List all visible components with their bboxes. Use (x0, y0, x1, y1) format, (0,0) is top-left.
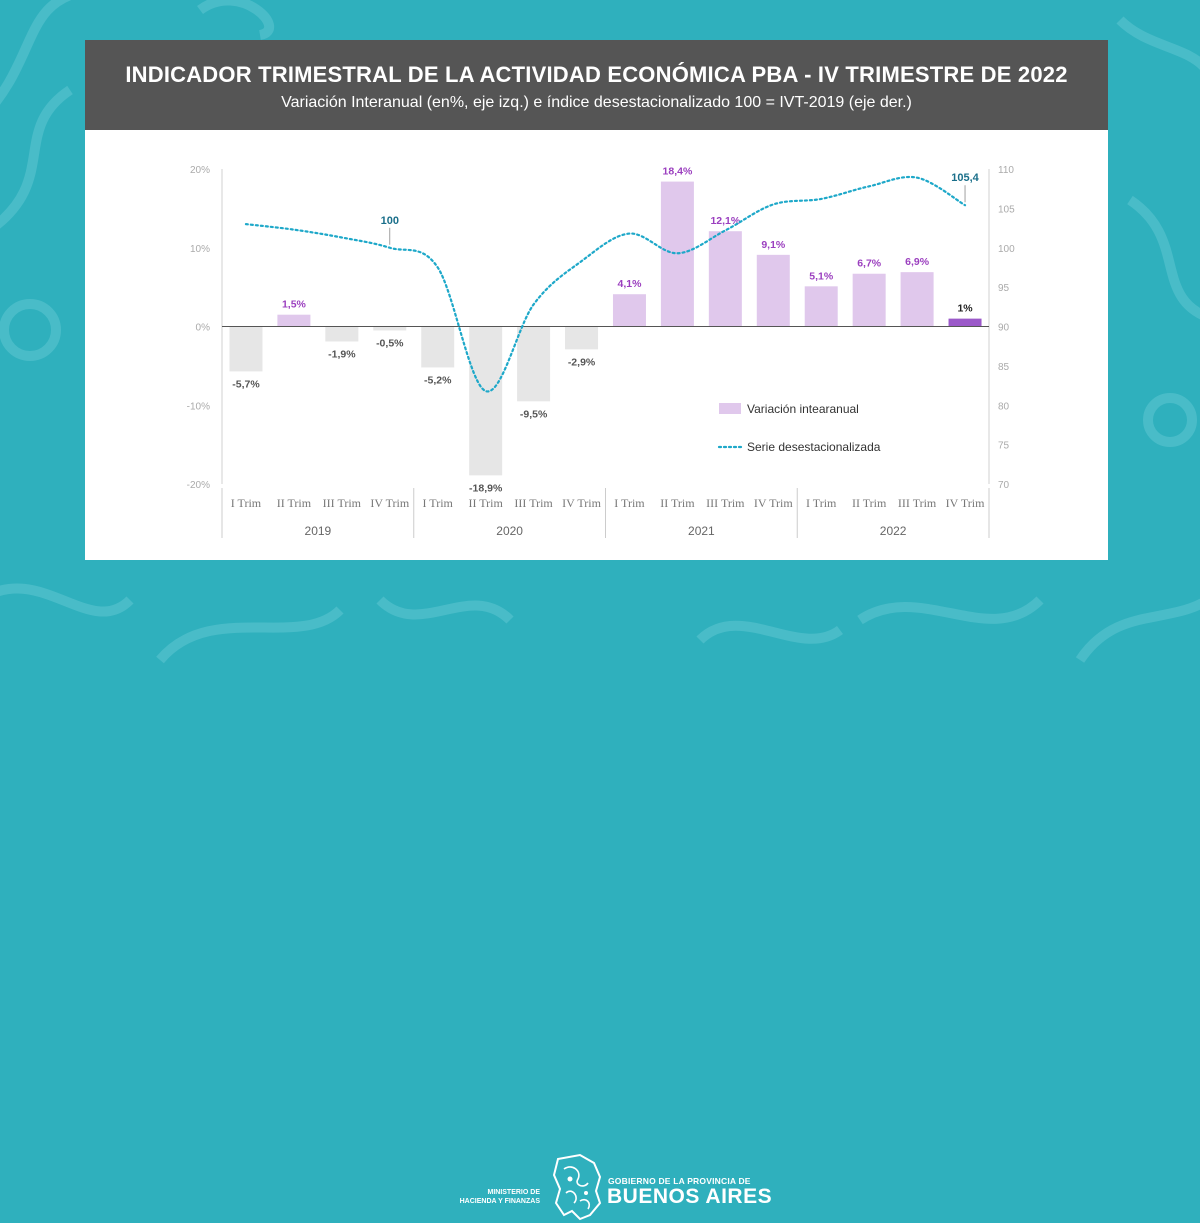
bar-data-label: 9,1% (761, 239, 786, 251)
x-tick-label: I Trim (231, 496, 262, 510)
bar-data-label: 6,9% (905, 256, 930, 268)
chart-header: INDICADOR TRIMESTRAL DE LA ACTIVIDAD ECO… (85, 40, 1108, 130)
y-right-tick-label: 80 (998, 401, 1010, 412)
bar (804, 286, 838, 327)
bar-data-label: 12,1% (710, 215, 740, 227)
bar-data-label: -0,5% (376, 337, 404, 349)
ministry-name: MINISTERIO DE HACIENDA Y FINANZAS (440, 1188, 540, 1206)
bar (612, 294, 646, 327)
year-label: 2021 (688, 524, 715, 538)
bar (900, 272, 934, 327)
legend-bar-label: Variación intearanual (747, 402, 859, 416)
province-name: BUENOS AIRES (607, 1185, 773, 1208)
bar-data-label: 1% (957, 303, 973, 315)
x-tick-label: II Trim (660, 496, 695, 510)
bar (708, 231, 742, 327)
bar-data-label: 6,7% (857, 258, 882, 270)
x-tick-label: IV Trim (370, 496, 409, 510)
x-tick-label: I Trim (806, 496, 837, 510)
bar-data-label: -5,2% (424, 374, 452, 386)
year-label: 2022 (880, 524, 907, 538)
x-tick-label: IV Trim (754, 496, 793, 510)
bar-data-label: 1,5% (282, 299, 307, 311)
bar-data-label: 18,4% (663, 166, 693, 178)
y-right-tick-label: 110 (998, 165, 1014, 176)
y-right-tick-label: 85 (998, 362, 1010, 373)
line-annotation: 100 (381, 215, 399, 227)
bar (373, 326, 407, 331)
y-right-tick-label: 70 (998, 480, 1010, 491)
x-tick-label: II Trim (277, 496, 312, 510)
y-right-tick-label: 100 (998, 244, 1015, 255)
bar-data-label: -1,9% (328, 348, 356, 360)
ministry-line-1: MINISTERIO DE (487, 1189, 540, 1196)
series-line (244, 175, 967, 393)
bar-data-label: -18,9% (469, 482, 503, 494)
y-left-tick-label: 20% (190, 165, 210, 176)
bar (517, 326, 551, 402)
bar-data-label: 5,1% (809, 270, 834, 282)
bar (325, 326, 359, 342)
x-tick-label: III Trim (706, 496, 745, 510)
bar (421, 326, 455, 368)
x-tick-label: III Trim (323, 496, 362, 510)
bar (948, 318, 982, 327)
x-tick-label: III Trim (898, 496, 937, 510)
bar-data-label: -2,9% (568, 356, 596, 368)
x-tick-label: IV Trim (946, 496, 985, 510)
bar-data-label: -5,7% (232, 378, 260, 390)
x-tick-label: III Trim (514, 496, 553, 510)
footer: MINISTERIO DE HACIENDA Y FINANZAS GOBIER… (0, 576, 1200, 1221)
y-left-tick-label: -20% (187, 480, 210, 491)
chart-subtitle: Variación Interanual (en%, eje izq.) e í… (281, 94, 912, 111)
legend-line-label: Serie desestacionalizada (747, 440, 881, 454)
bar (469, 326, 503, 476)
legend-bar-swatch (719, 403, 741, 414)
y-right-tick-label: 75 (998, 441, 1010, 452)
year-label: 2020 (496, 524, 523, 538)
x-tick-label: IV Trim (562, 496, 601, 510)
chart-title: INDICADOR TRIMESTRAL DE LA ACTIVIDAD ECO… (125, 62, 1068, 87)
x-tick-label: II Trim (852, 496, 887, 510)
bar-data-label: 4,1% (618, 278, 643, 290)
bar-data-label: -9,5% (520, 408, 548, 420)
bar (756, 254, 790, 327)
province-map-icon (552, 1153, 602, 1221)
background-pattern (0, 0, 1200, 664)
bar (277, 314, 311, 327)
chart-card: INDICADOR TRIMESTRAL DE LA ACTIVIDAD ECO… (85, 40, 1108, 560)
bar (565, 326, 599, 350)
ministry-line-2: HACIENDA Y FINANZAS (459, 1198, 540, 1205)
y-right-tick-label: 95 (998, 283, 1010, 294)
y-right-tick-label: 90 (998, 323, 1010, 334)
x-tick-label: I Trim (423, 496, 454, 510)
x-tick-label: II Trim (468, 496, 503, 510)
combo-chart: -20% -10% 0% 10% 20% 70 75 80 85 90 95 100 105 110 -5,… (187, 165, 1015, 538)
y-right-tick-label: 105 (998, 204, 1015, 215)
y-left-tick-label: 0% (196, 323, 211, 334)
year-label: 2019 (305, 524, 332, 538)
bar (229, 326, 263, 372)
y-left-tick-label: 10% (190, 244, 210, 255)
line-annotation: 105,4 (951, 172, 979, 184)
x-tick-label: I Trim (614, 496, 645, 510)
bar (852, 273, 886, 327)
y-left-tick-label: -10% (187, 401, 210, 412)
